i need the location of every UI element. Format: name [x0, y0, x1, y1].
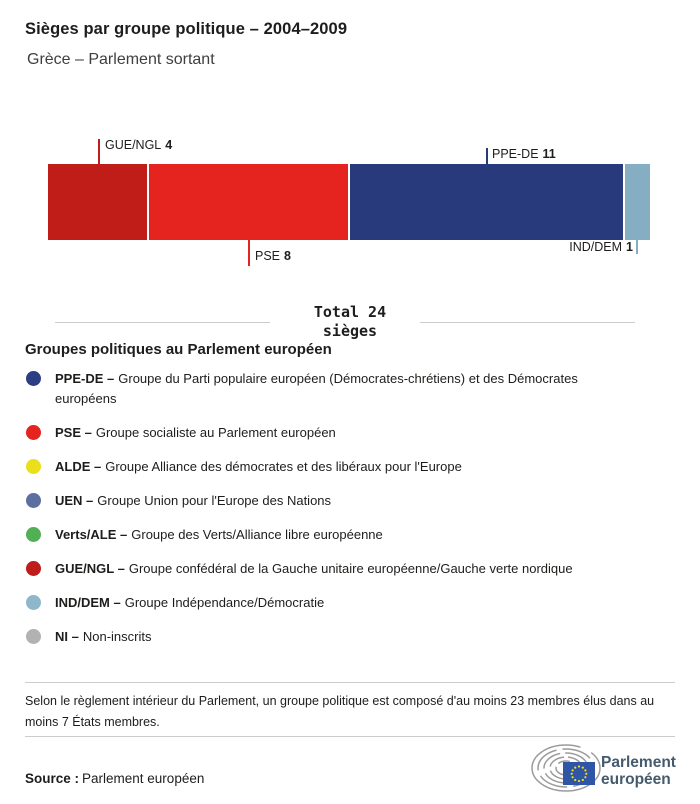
- total-line1: Total 24: [313, 303, 387, 321]
- source-line: Source : Parlement européen: [25, 771, 204, 786]
- legend-dot-icon: [26, 493, 41, 508]
- bar-label-value: 8: [284, 249, 291, 263]
- legend-list: PPE-DE – Groupe du Parti populaire europé…: [26, 369, 676, 661]
- bar-segment-pse: [149, 164, 348, 240]
- legend-desc: Groupe socialiste au Parlement européen: [95, 425, 336, 440]
- bar-segment-ind-dem: [625, 164, 650, 240]
- legend-abbr: IND/DEM –: [55, 595, 121, 610]
- bar-label-name: PSE: [255, 249, 281, 263]
- total-divider-left: [55, 322, 270, 323]
- european-parliament-logo: Parlement européen: [531, 744, 676, 792]
- legend-item-pse: PSE – Groupe socialiste au Parlement euro…: [26, 423, 676, 443]
- bar-label-ind-dem: IND/DEM 1: [569, 240, 633, 254]
- legend-desc: Groupe Alliance des démocrates et des li…: [105, 459, 462, 474]
- legend-item-ppe-de: PPE-DE – Groupe du Parti populaire europé…: [26, 369, 676, 409]
- legend-desc: Groupe du Parti populaire européen (Démo…: [55, 371, 578, 406]
- bar-label-value: 11: [542, 147, 556, 161]
- legend-desc: Groupe Union pour l'Europe des Nations: [97, 493, 332, 508]
- legend-dot-icon: [26, 629, 41, 644]
- legend-dot-icon: [26, 371, 41, 386]
- legend-dot-icon: [26, 527, 41, 542]
- tick-pse: [248, 240, 250, 266]
- page-title: Sièges par groupe politique – 2004–2009: [25, 20, 348, 38]
- tick-ppe-de: [486, 148, 488, 164]
- legend-desc: Groupe confédéral de la Gauche unitaire …: [128, 561, 573, 576]
- footer-divider-top: [25, 682, 675, 683]
- bar-label-value: 4: [165, 138, 173, 152]
- bar-label-name: IND/DEM: [569, 240, 623, 254]
- bar-label-value: 1: [626, 240, 633, 254]
- legend-desc: Groupe Indépendance/Démocratie: [124, 595, 325, 610]
- legend-item-ind-dem: IND/DEM – Groupe Indépendance/Démocratie: [26, 593, 676, 613]
- legend-abbr: PPE-DE –: [55, 371, 115, 386]
- bar-label-gue-ngl: GUE/NGL 4: [105, 138, 172, 152]
- legend-abbr: GUE/NGL –: [55, 561, 125, 576]
- legend-dot-icon: [26, 425, 41, 440]
- source-value: Parlement européen: [82, 771, 205, 786]
- tick-ind-dem: [636, 240, 638, 254]
- legend-item-ni: NI – Non-inscrits: [26, 627, 676, 647]
- legend-abbr: NI –: [55, 629, 79, 644]
- legend-abbr: UEN –: [55, 493, 94, 508]
- source-label: Source :: [25, 771, 80, 786]
- legend-item-verts-ale: Verts/ALE – Groupe des Verts/Alliance lib…: [26, 525, 676, 545]
- bar-segment-gue-ngl: [48, 164, 148, 240]
- legend-item-uen: UEN – Groupe Union pour l'Europe des Nati…: [26, 491, 676, 511]
- page-subtitle: Grèce – Parlement sortant: [27, 51, 215, 68]
- legend-desc: Non-inscrits: [82, 629, 152, 644]
- bar-label-name: PPE-DE: [492, 147, 539, 161]
- bar-label-pse: PSE 8: [255, 249, 291, 263]
- total-line2: sièges: [322, 322, 378, 340]
- footer-divider-bottom: [25, 736, 675, 737]
- logo-text-line2: européen: [601, 771, 671, 788]
- eu-flag-icon: [563, 762, 595, 785]
- legend-heading: Groupes politiques au Parlement européen: [25, 341, 332, 358]
- legend-desc: Groupe des Verts/Alliance libre européen…: [131, 527, 383, 542]
- seat-bar: [48, 164, 650, 240]
- legend-item-alde: ALDE – Groupe Alliance des démocrates et …: [26, 457, 676, 477]
- footnote: Selon le règlement intérieur du Parlemen…: [25, 694, 655, 729]
- tick-gue-ngl: [98, 139, 100, 164]
- legend-abbr: Verts/ALE –: [55, 527, 128, 542]
- bar-label-name: GUE/NGL: [105, 138, 162, 152]
- legend-item-gue-ngl: GUE/NGL – Groupe confédéral de la Gauche …: [26, 559, 676, 579]
- total-divider-right: [420, 322, 635, 323]
- legend-abbr: ALDE –: [55, 459, 102, 474]
- legend-dot-icon: [26, 595, 41, 610]
- legend-dot-icon: [26, 459, 41, 474]
- legend-dot-icon: [26, 561, 41, 576]
- total-seats: Total 24 sièges: [270, 303, 430, 341]
- bar-segment-ppe-de: [350, 164, 624, 240]
- bar-label-ppe-de: PPE-DE 11: [492, 147, 556, 161]
- logo-text-line1: Parlement: [601, 754, 676, 771]
- legend-abbr: PSE –: [55, 425, 92, 440]
